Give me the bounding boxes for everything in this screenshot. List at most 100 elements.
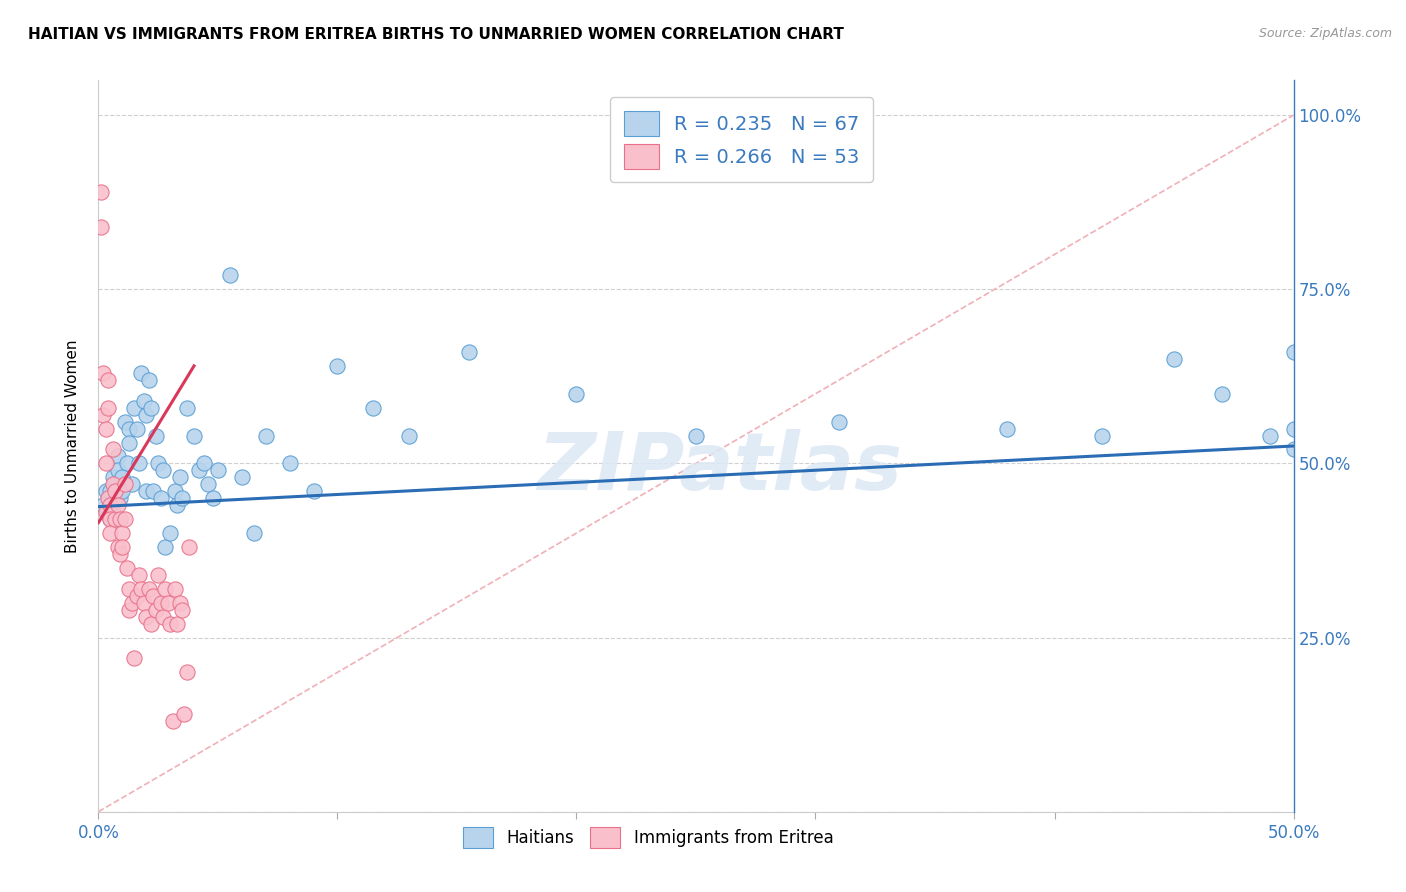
Point [155,540,177,554]
Point [107,540,129,554]
Point [148,567,170,582]
Point [98,526,122,541]
Point [108,491,131,506]
Point [159,526,181,541]
Point [159,616,181,631]
Point [172,491,194,506]
Point [90,185,112,199]
Point [101,470,124,484]
Point [1258,428,1281,442]
Point [1282,421,1305,435]
Point [91,408,114,422]
Point [172,603,194,617]
Point [197,477,219,491]
Point [458,345,481,359]
Point [1163,351,1185,366]
Point [176,665,198,680]
Point [114,477,136,491]
Point [108,512,131,526]
Point [565,386,588,401]
Point [1282,442,1305,457]
Point [104,512,127,526]
Point [107,450,129,464]
Point [135,484,157,499]
Point [124,651,146,665]
Point [243,526,266,541]
Point [131,582,153,596]
Legend: Haitians, Immigrants from Eritrea: Haitians, Immigrants from Eritrea [456,820,841,855]
Point [125,589,148,603]
Point [176,401,198,415]
Point [231,470,253,484]
Point [101,442,124,457]
Point [97,505,120,519]
Point [90,219,112,234]
Point [169,596,191,610]
Point [115,457,138,471]
Point [166,616,188,631]
Point [163,484,186,499]
Point [132,596,155,610]
Point [107,498,129,512]
Point [1091,428,1114,442]
Point [111,484,134,499]
Point [108,547,131,561]
Point [152,609,174,624]
Point [98,512,122,526]
Point [363,401,385,415]
Point [135,408,157,422]
Point [173,707,195,722]
Point [118,582,141,596]
Point [202,491,225,506]
Point [104,512,127,526]
Point [193,457,215,471]
Point [207,463,229,477]
Point [135,609,157,624]
Point [114,512,136,526]
Point [685,428,707,442]
Point [121,596,143,610]
Point [1282,345,1305,359]
Point [179,540,201,554]
Point [131,366,153,380]
Point [111,470,134,484]
Point [1211,386,1233,401]
Point [97,373,120,387]
Point [145,428,167,442]
Point [97,401,120,415]
Point [101,477,124,491]
Point [118,603,141,617]
Point [152,463,174,477]
Point [155,582,177,596]
Point [121,477,143,491]
Text: Source: ZipAtlas.com: Source: ZipAtlas.com [1258,27,1392,40]
Point [98,512,122,526]
Point [104,484,127,499]
Point [278,457,301,471]
Point [828,415,851,429]
Point [326,359,349,373]
Point [142,484,165,499]
Text: ZIPatlas: ZIPatlas [537,429,903,507]
Point [142,589,165,603]
Point [139,401,162,415]
Point [118,421,141,435]
Point [114,415,136,429]
Point [94,505,117,519]
Point [111,526,134,541]
Point [149,491,172,506]
Point [91,498,114,512]
Point [115,561,138,575]
Point [138,582,160,596]
Point [118,435,141,450]
Point [148,457,170,471]
Point [156,596,179,610]
Point [98,498,122,512]
Point [98,484,122,499]
Point [149,596,172,610]
Point [139,616,162,631]
Point [94,421,117,435]
Point [97,491,120,506]
Point [145,603,167,617]
Point [107,463,129,477]
